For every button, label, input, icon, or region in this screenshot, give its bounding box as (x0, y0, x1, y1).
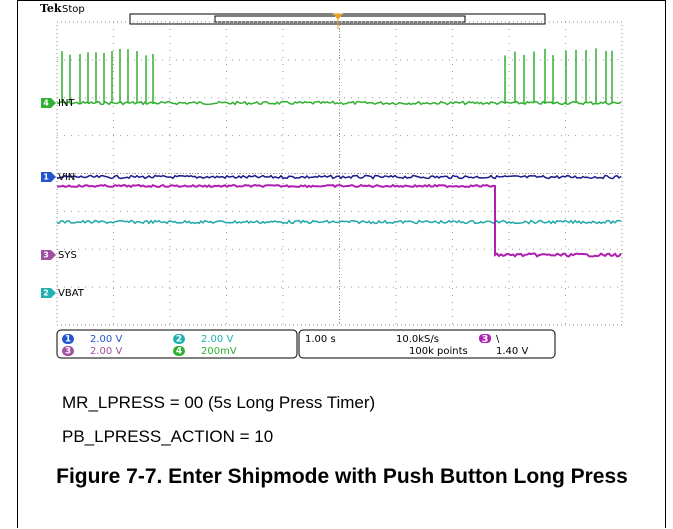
trigger-slope: \ (496, 334, 500, 345)
run-status: Stop (62, 4, 85, 15)
channel-scale: 2.00 V (90, 334, 122, 345)
figure-title: Figure 7-7. Enter Shipmode with Push But… (56, 465, 628, 488)
channel-markers: 4 INT 1 VIN 3 SYS 2 VBAT (41, 98, 85, 299)
trace-int (56, 48, 622, 106)
brand: Tek (40, 2, 62, 15)
timebase: 1.00 s (305, 334, 336, 345)
channel-marker (41, 172, 56, 182)
channel-scale: 2.00 V (201, 334, 233, 345)
frame (17, 0, 666, 528)
trigger-level: 1.40 V (496, 346, 528, 357)
channel-label: INT (58, 98, 75, 109)
trigger-position (332, 13, 344, 29)
readout: 1.00 s 10.0kS/s 100k points 3 \ 1.40 V 1… (56, 329, 556, 359)
channel-label: VIN (58, 172, 75, 183)
channel-number: 4 (176, 347, 182, 357)
graticule (57, 22, 622, 325)
sample-rate: 10.0kS/s (396, 334, 439, 345)
channel-marker-number: 1 (43, 173, 49, 182)
channel-marker (41, 98, 56, 108)
channel-marker-number: 3 (43, 251, 49, 260)
channel-marker-number: 4 (43, 99, 49, 108)
channel-readout-box (56, 329, 298, 359)
trigger-source-badge (479, 334, 491, 343)
trigger-source: 3 (482, 334, 489, 345)
channel-number: 2 (176, 335, 182, 345)
channel-badge (173, 346, 185, 356)
channel-badge (62, 346, 74, 356)
channel-number: 1 (65, 335, 71, 345)
channel-badge (173, 334, 185, 344)
channel-scale: 2.00 V (90, 346, 122, 357)
trace-vbat (56, 219, 622, 225)
channel-scale: 200mV (201, 346, 237, 357)
acquisition-readout-box (298, 329, 556, 359)
channel-number: 3 (65, 347, 71, 357)
trace-sys (57, 183, 622, 258)
channel-label: SYS (58, 250, 77, 261)
channel-marker (41, 288, 56, 298)
screen-bg (40, 1, 632, 359)
caption-line: MR_LPRESS = 00 (5s Long Press Timer) (62, 393, 376, 412)
trace-vin (56, 174, 622, 180)
record-length: 100k points (409, 346, 468, 357)
channel-marker-number: 2 (43, 289, 49, 298)
channel-badge (62, 334, 74, 344)
channel-marker (41, 250, 56, 260)
channel-label: VBAT (58, 288, 85, 299)
oscilloscope-screen: Tek Stop 4 INT 1 VIN 3 SYS 2 VBAT 1.00 s 10.0kS… (40, 1, 632, 359)
caption-line: PB_LPRESS_ACTION = 10 (62, 427, 274, 446)
waveforms (56, 48, 622, 258)
